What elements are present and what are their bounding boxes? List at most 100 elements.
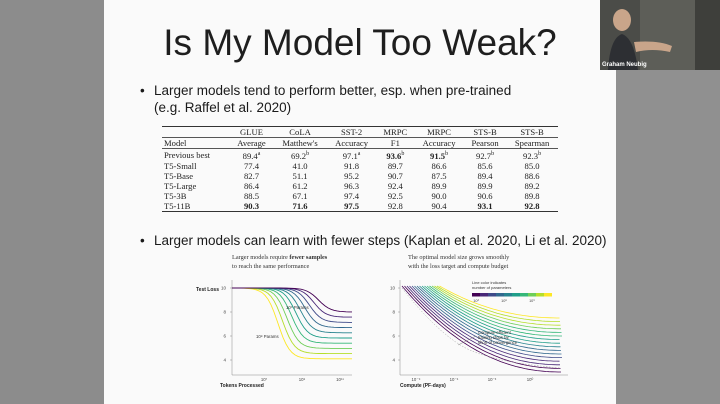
table-cell: 61.2 [273, 181, 326, 191]
column-header-top: STS-B [473, 127, 497, 137]
table-cell: T5-Small [162, 161, 230, 171]
table-cell: T5-11B [162, 201, 230, 212]
cell-value: 97.5 [344, 200, 360, 211]
right-xlabel: Compute (PF-days) [400, 383, 446, 389]
left-loss-curve [231, 287, 352, 360]
column-header-top: GLUE [240, 127, 263, 137]
presenter-figure [600, 0, 720, 70]
cell-value: 92.8 [524, 200, 540, 211]
table-cell: 69.2b [273, 149, 326, 161]
table-cell: 89.9 [464, 181, 506, 191]
compute-frontier [401, 287, 561, 369]
left-y-tick-label: 6 [223, 334, 226, 339]
table-cell: 92.4 [377, 181, 415, 191]
column-header-bottom: Spearman [514, 138, 550, 148]
colorbar-tick-label: 10³ [473, 299, 479, 303]
table-cell: 86.4 [230, 181, 274, 191]
column-header-top: STS-B [520, 127, 544, 137]
cell-value: 97.4 [344, 190, 360, 201]
left-caption-line-2: to reach the same performance [232, 263, 309, 270]
annotation-small-params: 10⁸ Params [256, 334, 279, 339]
colorbar-segment [512, 293, 520, 297]
cell-value: T5-11B [164, 200, 191, 211]
table-cell: 89.4 [464, 171, 506, 181]
column-header-bottom: Matthew's [282, 138, 318, 148]
colorbar-tick-label: 10⁹ [529, 299, 535, 303]
cell-value: 93.1 [477, 200, 493, 211]
table-cell: 92.8 [377, 201, 415, 212]
table-cell: 71.6 [273, 201, 326, 212]
colorbar-segment [528, 293, 536, 297]
right-loss-curve [419, 285, 561, 348]
cell-value: 41.0 [292, 160, 308, 171]
colorbar-segment [544, 293, 552, 297]
bullet-2: • Larger models can learn with fewer ste… [140, 232, 614, 249]
table-cell: 96.3 [327, 181, 377, 191]
right-loss-curve [431, 285, 561, 330]
cell-value: 90.6 [477, 190, 493, 201]
left-loss-curve [232, 287, 352, 355]
cell-value: 89.7 [387, 160, 403, 171]
cell-value: 88.5 [243, 190, 260, 201]
webcam-video: Graham Neubig [600, 0, 720, 70]
right-x-tick-label: 10⁻⁹ [412, 377, 421, 382]
left-x-tick-label: 10⁹ [299, 377, 306, 382]
cell-superscript: b [445, 151, 449, 157]
right-loss-curve [426, 285, 562, 337]
right-y-tick-label: 8 [392, 310, 395, 315]
column-header-top: SST-2 [341, 127, 363, 137]
left-x-ticks: 10⁷ 10⁹ 10¹¹ [261, 377, 345, 382]
table-row: T5-Large 86.4 61.2 96.3 92.4 89.9 89.9 89.2 [162, 181, 558, 191]
right-loss-curve [421, 285, 560, 344]
right-y-tick-label: 4 [392, 358, 395, 363]
cell-value: 90.7 [387, 170, 403, 181]
colorbar [472, 293, 552, 297]
table-cell: 89.8 [506, 191, 558, 201]
legend-line-2: number of parameters [472, 285, 511, 290]
colorbar-segment [504, 293, 512, 297]
cell-value: 61.2 [292, 180, 308, 191]
column-header-bottom: Accuracy [422, 138, 456, 148]
cell-value: 89.2 [524, 180, 540, 191]
colorbar-segment [472, 293, 480, 297]
table-cell: 85.6 [464, 161, 506, 171]
right-x-tick-label: 10⁻⁶ [450, 377, 459, 382]
column-header-bottom: Accuracy [335, 138, 369, 148]
cell-value: 95.2 [344, 170, 360, 181]
table-cell: 51.1 [273, 171, 326, 181]
cell-value: 97.1 [342, 150, 358, 161]
results-table: GLUE CoLA SST-2 MRPC MRPC STS-B STS-B Model Ave… [162, 126, 558, 212]
right-loss-curve [404, 285, 561, 369]
cell-value: 86.6 [431, 160, 447, 171]
table-cell: 90.3 [230, 201, 274, 212]
right-loss-curve [409, 285, 560, 362]
column-header-bottom: Average [237, 138, 266, 148]
table-cell: 89.2 [506, 181, 558, 191]
cell-value: 89.8 [524, 190, 540, 201]
table-cell: T5-Large [162, 181, 230, 191]
table-cell: 87.5 [414, 171, 464, 181]
right-loss-curve [436, 285, 560, 322]
colorbar-legend: Line color indicates number of parameter… [472, 280, 552, 303]
left-x-tick-label: 10⁷ [261, 377, 268, 382]
right-x-tick-label: 10⁻³ [488, 377, 497, 382]
bullet-1-line-2: (e.g. Raffel et al. 2020) [154, 100, 292, 115]
right-loss-curve [434, 285, 561, 326]
right-loss-curve [406, 285, 560, 366]
cell-value: 85.0 [524, 160, 540, 171]
presenter-name: Graham Neubig [602, 62, 647, 68]
cell-superscript: b [401, 151, 405, 157]
left-loss-curve [232, 287, 352, 313]
table-row: T5-3B 88.5 67.1 97.4 92.5 90.0 90.6 89.8 [162, 191, 558, 201]
left-y-ticks: 10 8 6 4 [221, 286, 232, 363]
column-header-top: CoLA [289, 127, 311, 137]
column-header-top: MRPC [383, 127, 408, 137]
colorbar-segment [520, 293, 528, 297]
table-cell: 97.4 [327, 191, 377, 201]
cell-value: T5-Small [164, 160, 197, 171]
cell-value: 92.4 [387, 180, 403, 191]
left-margin [0, 0, 104, 404]
table-cell: 67.1 [273, 191, 326, 201]
table-header-row-2: Model Average Matthew's Accuracy F1 Accuracy P… [162, 137, 558, 149]
right-loss-curve [411, 285, 562, 358]
